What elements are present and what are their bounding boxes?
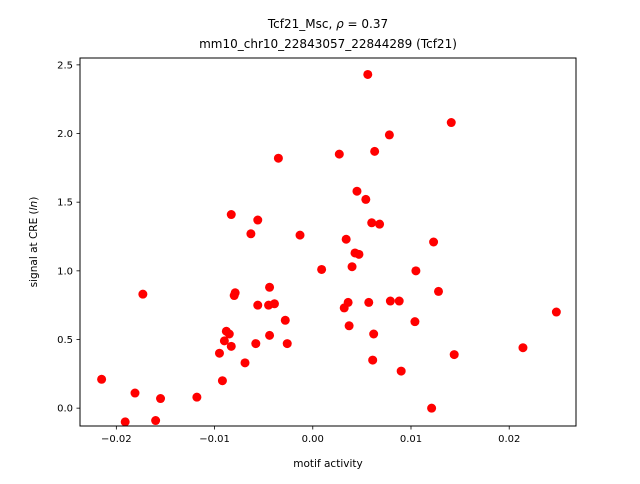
data-point [253, 215, 263, 225]
data-point [217, 376, 227, 386]
data-point [97, 374, 107, 384]
data-point [370, 146, 380, 156]
data-point [253, 300, 263, 310]
data-point [363, 69, 373, 79]
data-point [344, 321, 354, 331]
data-point [429, 237, 439, 247]
data-point [341, 234, 351, 244]
points-layer [97, 69, 561, 427]
data-point [449, 350, 459, 360]
data-point [411, 266, 421, 276]
y-tick-label: 0.5 [57, 335, 73, 346]
data-point [375, 219, 385, 229]
y-label-prefix: signal at CRE ( [28, 210, 40, 287]
y-label-italic: ln [28, 201, 40, 211]
data-point [347, 262, 357, 272]
chart-title: Tcf21_Msc, ρ = 0.37 [267, 17, 388, 31]
data-point [120, 417, 130, 427]
x-tick-label: 0.02 [498, 434, 520, 445]
data-point [130, 388, 140, 398]
data-point [394, 296, 404, 306]
y-tick-label: 1.5 [57, 198, 73, 209]
y-tick-label: 2.5 [57, 60, 73, 71]
data-point [192, 392, 202, 402]
data-point [384, 130, 394, 140]
data-point [240, 358, 250, 368]
data-point [226, 210, 236, 220]
x-axis-label: motif activity [293, 458, 362, 470]
y-axis-label: signal at CRE (ln) [28, 197, 40, 288]
data-point [151, 416, 161, 426]
x-tick-label: −0.02 [101, 434, 132, 445]
y-ticks: 0.0 0.5 1.0 1.5 2.0 2.5 [57, 60, 80, 415]
data-point [446, 118, 456, 128]
data-point [334, 149, 344, 159]
data-point [214, 348, 224, 358]
data-point [219, 336, 229, 346]
title-prefix: Tcf21_Msc, [267, 17, 336, 31]
data-point [410, 317, 420, 327]
data-point [295, 230, 305, 240]
title-rho-value: = 0.37 [344, 17, 388, 31]
data-point [317, 264, 327, 274]
x-ticks: −0.02 −0.01 0.00 0.01 0.02 [101, 426, 520, 445]
data-point [361, 194, 371, 204]
data-point [246, 229, 256, 239]
y-tick-label: 1.0 [57, 266, 73, 277]
data-point [364, 297, 374, 307]
y-tick-label: 2.0 [57, 129, 73, 140]
plot-frame [79, 57, 577, 427]
data-point [280, 315, 290, 325]
data-point [265, 330, 275, 340]
data-point [367, 218, 377, 228]
data-point [269, 299, 279, 309]
data-point [251, 339, 261, 349]
data-point [230, 288, 240, 298]
data-point [551, 307, 561, 317]
x-tick-label: 0.01 [400, 434, 422, 445]
data-point [427, 403, 437, 413]
data-point [273, 153, 283, 163]
y-label-suffix: ) [28, 197, 40, 201]
data-point [224, 329, 234, 339]
data-point [369, 329, 379, 339]
x-tick-label: 0.00 [302, 434, 324, 445]
data-point [368, 355, 378, 365]
data-point [226, 341, 236, 351]
data-point [518, 343, 528, 353]
data-point [343, 297, 353, 307]
data-point [156, 394, 166, 404]
y-tick-label: 0.0 [57, 404, 73, 415]
data-point [282, 339, 292, 349]
data-point [352, 186, 362, 196]
data-point [265, 282, 275, 292]
data-point [138, 289, 148, 299]
data-point [434, 286, 443, 296]
title-rho-symbol: ρ [336, 17, 344, 31]
data-point [354, 249, 364, 259]
data-point [396, 366, 406, 376]
chart-subtitle: mm10_chr10_22843057_22844289 (Tcf21) [199, 37, 457, 51]
x-tick-label: −0.01 [199, 434, 230, 445]
data-point [385, 296, 395, 306]
